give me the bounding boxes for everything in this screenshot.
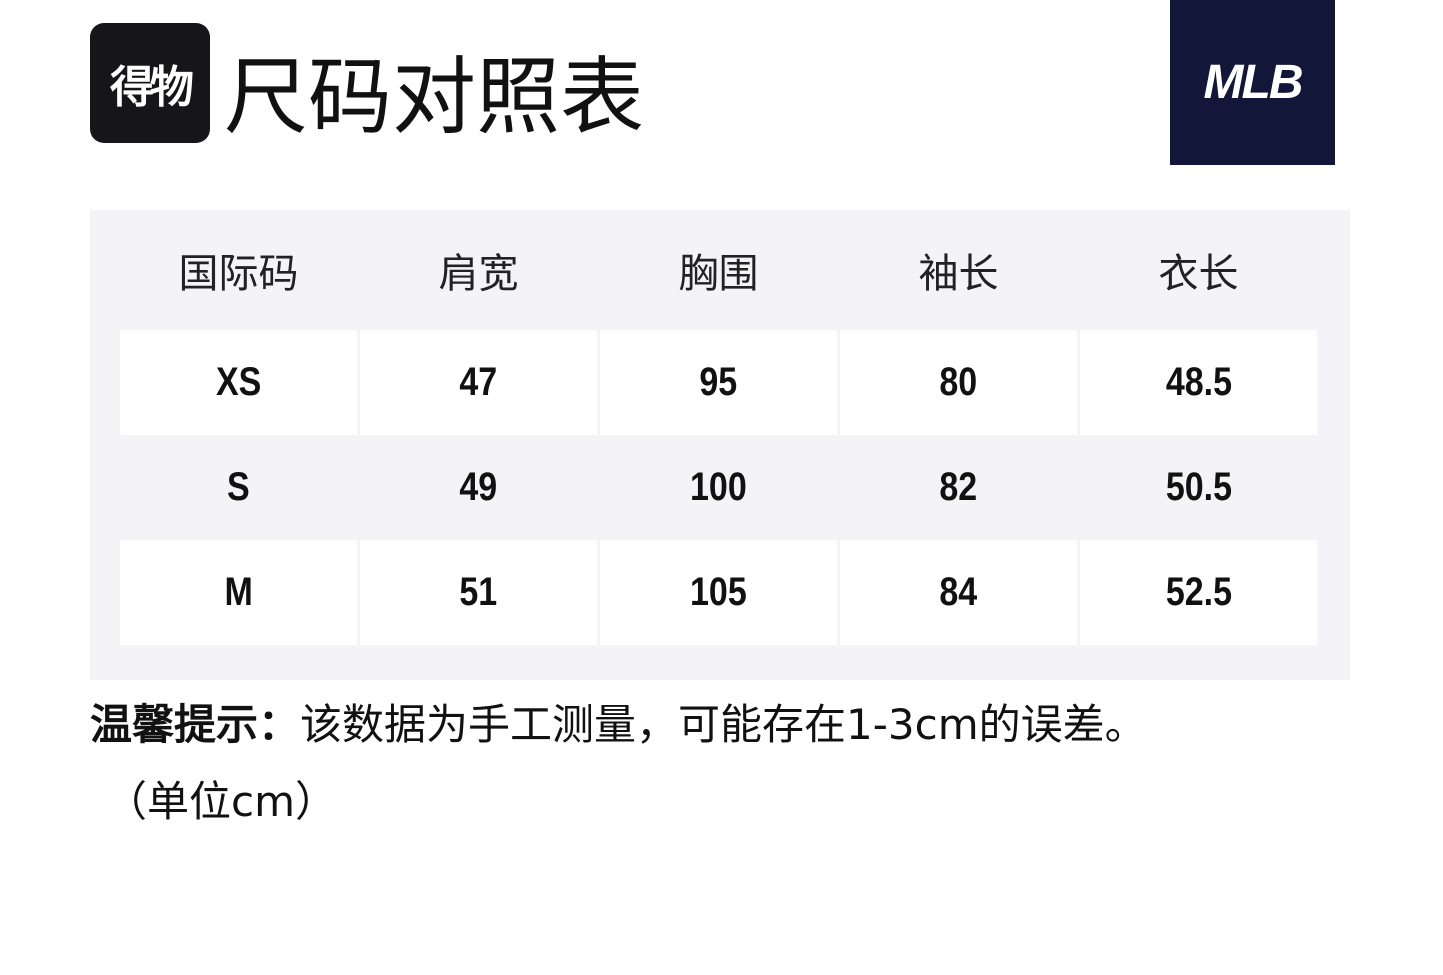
cell-value: 82 xyxy=(939,465,978,509)
table-cell: 80 xyxy=(840,330,1077,435)
column-header: 衣长 xyxy=(1158,251,1239,297)
cell-value: 47 xyxy=(459,360,498,404)
size-table: 国际码 肩宽 胸围 袖长 衣长 XS 47 95 80 48.5 S 49 100 82 50.5 M 51 10… xyxy=(90,210,1350,680)
cell-value: 48.5 xyxy=(1165,360,1232,404)
table-cell: 51 xyxy=(360,540,597,645)
cell-value: 95 xyxy=(699,360,738,404)
column-header: 肩宽 xyxy=(438,251,519,297)
cell-value: 49 xyxy=(459,465,498,509)
tip-note: 温馨提示：该数据为手工测量，可能存在1-3cm的误差。 xyxy=(90,695,1147,755)
cell-value: S xyxy=(227,465,250,509)
column-header: 胸围 xyxy=(678,251,759,297)
cell-value: XS xyxy=(215,360,262,404)
table-cell: XS xyxy=(120,330,357,435)
table-cell: 84 xyxy=(840,540,1077,645)
table-cell: 95 xyxy=(600,330,837,435)
cell-value: 52.5 xyxy=(1165,570,1232,614)
table-cell: 100 xyxy=(600,435,837,540)
cell-value: 80 xyxy=(939,360,978,404)
column-header: 袖长 xyxy=(918,251,999,297)
dewu-logo: 得物 xyxy=(90,23,210,143)
table-cell: S xyxy=(120,435,357,540)
cell-value: 51 xyxy=(459,570,498,614)
tip-text: 该数据为手工测量，可能存在1-3cm的误差。 xyxy=(300,700,1147,749)
table-cell: 105 xyxy=(600,540,837,645)
table-cell: 50.5 xyxy=(1080,435,1317,540)
cell-value: M xyxy=(224,570,253,614)
unit-note: （单位cm） xyxy=(105,777,338,826)
column-header: 国际码 xyxy=(178,251,299,297)
table-cell: 48.5 xyxy=(1080,330,1317,435)
table-cell: 47 xyxy=(360,330,597,435)
table-cell: 52.5 xyxy=(1080,540,1317,645)
cell-value: 105 xyxy=(690,570,747,614)
mlb-logo: MLB xyxy=(1170,0,1335,165)
page-title: 尺码对照表 xyxy=(224,48,645,146)
table-cell: M xyxy=(120,540,357,645)
cell-value: 100 xyxy=(690,465,747,509)
table-cell: 82 xyxy=(840,435,1077,540)
cell-value: 50.5 xyxy=(1165,465,1232,509)
table-cell: 49 xyxy=(360,435,597,540)
cell-value: 84 xyxy=(939,570,978,614)
tip-label: 温馨提示： xyxy=(90,700,301,749)
